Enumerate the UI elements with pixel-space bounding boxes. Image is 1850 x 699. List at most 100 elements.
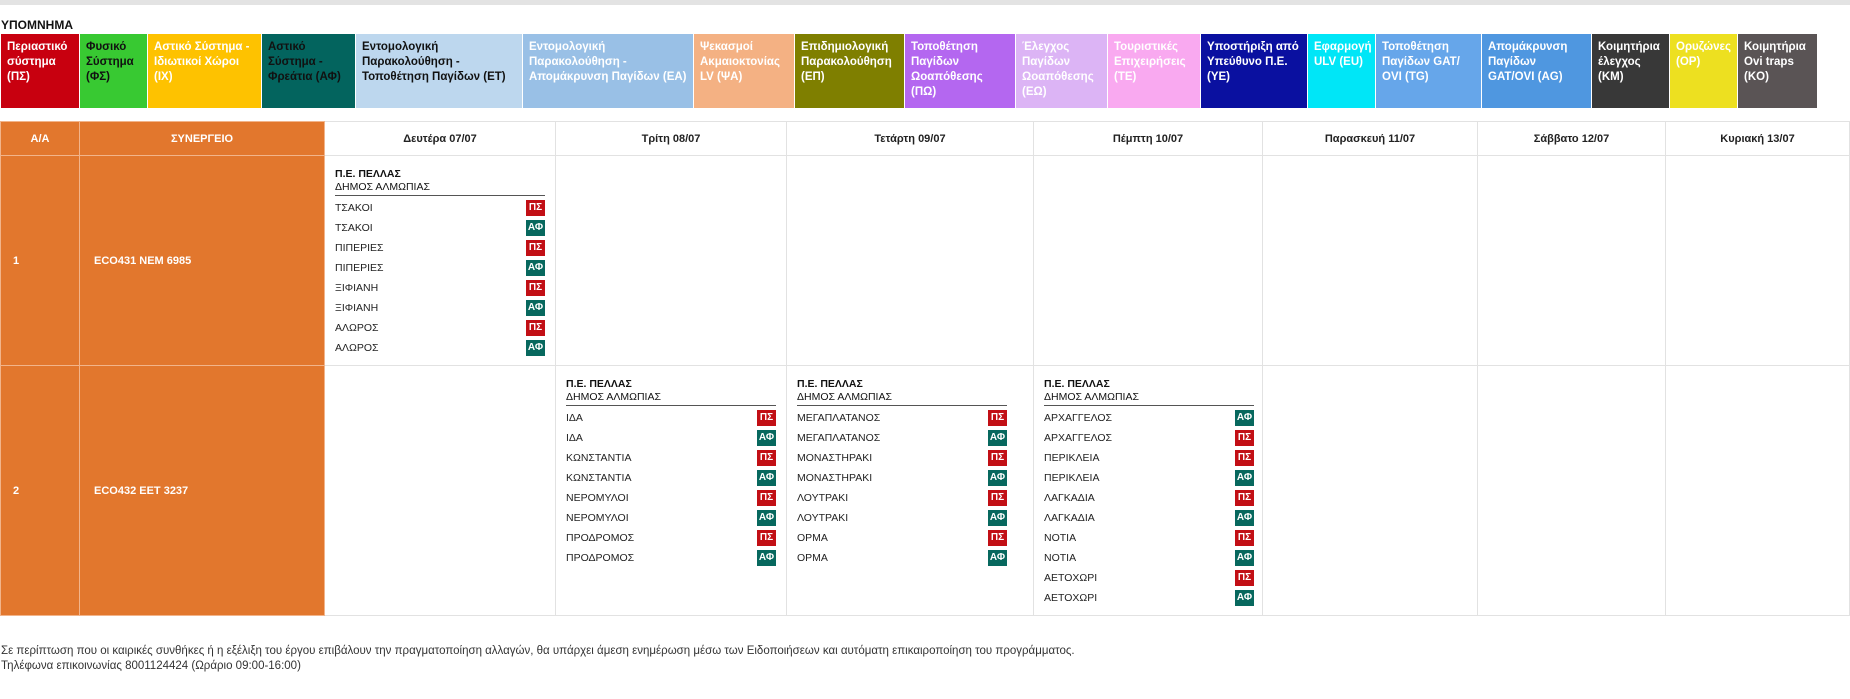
task-code-badge: ΑΦ: [988, 550, 1007, 566]
task-code-badge: ΑΦ: [757, 550, 776, 566]
legend-item: Τοποθέτηση Παγίδων GAT/ OVI (TG): [1376, 34, 1482, 108]
day-cell: [786, 155, 1034, 366]
legend-item: Κοιμητήρια έλεγχος (ΚΜ): [1592, 34, 1670, 108]
place-name: ΜΕΓΑΠΛΑΤΑΝΟΣ: [797, 412, 881, 424]
legend-item: Επιδημιολογική Παρακολούθηση (ΕΠ): [795, 34, 905, 108]
place-name: ΑΛΩΡΟΣ: [335, 342, 379, 354]
place-name: ΜΕΓΑΠΛΑΤΑΝΟΣ: [797, 432, 881, 444]
place-name: ΟΡΜΑ: [797, 552, 828, 564]
day-cell: [1262, 155, 1478, 366]
task-code-badge: ΠΣ: [526, 320, 545, 336]
assignment-entry: ΛΑΓΚΑΔΙΑ ΑΦ: [1044, 508, 1254, 528]
day-cell: [1262, 365, 1478, 616]
legend-item: Εντομολογική Παρακολούθηση - Τοποθέτηση …: [356, 34, 523, 108]
assignment-entry: ΞΙΦΙΑΝΗ ΑΦ: [335, 298, 545, 318]
task-code-badge: ΑΦ: [988, 470, 1007, 486]
assignment-entry: ΠΕΡΙΚΛΕΙΑ ΠΣ: [1044, 448, 1254, 468]
task-code-badge: ΠΣ: [757, 450, 776, 466]
schedule-table: Α/Α ΣΥΝΕΡΓΕΙΟ Δευτέρα 07/07 Τρίτη 08/07 Τε…: [0, 121, 1850, 616]
place-name: ΛΟΥΤΡΑΚΙ: [797, 492, 849, 504]
assignment-entry: ΚΩΝΣΤΑΝΤΙΑ ΠΣ: [566, 448, 776, 468]
place-name: ΛΟΥΤΡΑΚΙ: [797, 512, 849, 524]
place-name: ΛΑΓΚΑΔΙΑ: [1044, 512, 1095, 524]
place-name: ΠΙΠΕΡΙΕΣ: [335, 242, 384, 254]
assignment-entry: ΤΣΑΚΟΙ ΑΦ: [335, 218, 545, 238]
place-name: ΠΙΠΕΡΙΕΣ: [335, 262, 384, 274]
assignment-entry: ΙΔΑ ΑΦ: [566, 428, 776, 448]
legend-item: Τοποθέτηση Παγίδων Ωοαπόθεσης (ΠΩ): [905, 34, 1016, 108]
day-cell: [1477, 155, 1666, 366]
place-name: ΟΡΜΑ: [797, 532, 828, 544]
task-code-badge: ΠΣ: [1235, 530, 1254, 546]
legend-item: Έλεγχος Παγίδων Ωοαπόθεσης (ΕΩ): [1016, 34, 1108, 108]
assignment-entry: ΝΕΡΟΜΥΛΟΙ ΑΦ: [566, 508, 776, 528]
assignment-entry: ΟΡΜΑ ΠΣ: [797, 528, 1007, 548]
region-label: Π.Ε. ΠΕΛΛΑΣ: [797, 378, 863, 390]
header-aa: Α/Α: [0, 121, 80, 156]
task-code-badge: ΑΦ: [1235, 550, 1254, 566]
place-name: ΙΔΑ: [566, 412, 583, 424]
assignment-entry: ΛΟΥΤΡΑΚΙ ΠΣ: [797, 488, 1007, 508]
legend-item: Τουριστικές Επιχειρήσεις (ΤΕ): [1108, 34, 1201, 108]
municipality-label: ΔΗΜΟΣ ΑΛΜΩΠΙΑΣ: [566, 391, 776, 406]
assignment-entry: ΛΑΓΚΑΔΙΑ ΠΣ: [1044, 488, 1254, 508]
day-cell: [555, 155, 787, 366]
task-code-badge: ΑΦ: [757, 510, 776, 526]
assignment-entry: ΜΟΝΑΣΤΗΡΑΚΙ ΑΦ: [797, 468, 1007, 488]
header-day: Πέμπτη 10/07: [1033, 121, 1263, 156]
task-code-badge: ΑΦ: [757, 430, 776, 446]
assignment-block: Π.Ε. ΠΕΛΛΑΣ ΔΗΜΟΣ ΑΛΜΩΠΙΑΣ ΙΔΑ ΠΣ ΙΔΑ ΑΦ ΚΩΝΣΤ…: [566, 378, 776, 568]
assignment-entry: ΑΛΩΡΟΣ ΑΦ: [335, 338, 545, 358]
top-bar: [0, 0, 1850, 5]
task-code-badge: ΑΦ: [1235, 470, 1254, 486]
legend-item: Ορυζώνες (ΟΡ): [1670, 34, 1738, 108]
header-day: Κυριακή 13/07: [1665, 121, 1850, 156]
day-cell: [324, 365, 556, 616]
assignment-entry: ΠΕΡΙΚΛΕΙΑ ΑΦ: [1044, 468, 1254, 488]
region-label: Π.Ε. ΠΕΛΛΑΣ: [335, 168, 401, 180]
assignment-entry: ΝΕΡΟΜΥΛΟΙ ΠΣ: [566, 488, 776, 508]
place-name: ΑΡΧΑΓΓΕΛΟΣ: [1044, 412, 1113, 424]
task-code-badge: ΑΦ: [1235, 410, 1254, 426]
place-name: ΜΟΝΑΣΤΗΡΑΚΙ: [797, 472, 873, 484]
legend-item: Κοιμητήρια Ovi traps (KO): [1738, 34, 1818, 108]
place-name: ΞΙΦΙΑΝΗ: [335, 302, 379, 314]
assignment-entry: ΑΡΧΑΓΓΕΛΟΣ ΠΣ: [1044, 428, 1254, 448]
task-code-badge: ΑΦ: [988, 510, 1007, 526]
assignment-entry: ΑΕΤΟΧΩΡΙ ΑΦ: [1044, 588, 1254, 608]
legend-item: Απομάκρυνση Παγίδων GAT/OVI (AG): [1482, 34, 1592, 108]
assignment-entry: ΛΟΥΤΡΑΚΙ ΑΦ: [797, 508, 1007, 528]
place-name: ΠΡΟΔΡΟΜΟΣ: [566, 552, 635, 564]
place-name: ΝΟΤΙΑ: [1044, 532, 1077, 544]
region-label: Π.Ε. ΠΕΛΛΑΣ: [1044, 378, 1110, 390]
crew-name: ECO432 ΕΕΤ 3237: [79, 365, 325, 616]
task-code-badge: ΠΣ: [526, 280, 545, 296]
municipality-label: ΔΗΜΟΣ ΑΛΜΩΠΙΑΣ: [335, 181, 545, 196]
schedule-row: 2 ECO432 ΕΕΤ 3237 Π.Ε. ΠΕΛΛΑΣ ΔΗΜΟΣ ΑΛΜΩΠΙΑ…: [0, 365, 1850, 616]
footer-notice: Σε περίπτωση που οι καιρικές συνθήκες ή …: [1, 645, 1075, 657]
place-name: ΠΕΡΙΚΛΕΙΑ: [1044, 472, 1100, 484]
legend-item: Εφαρμογή ULV (EU): [1308, 34, 1376, 108]
assignment-entry: ΜΟΝΑΣΤΗΡΑΚΙ ΠΣ: [797, 448, 1007, 468]
day-cell: [1665, 155, 1850, 366]
municipality-label: ΔΗΜΟΣ ΑΛΜΩΠΙΑΣ: [797, 391, 1007, 406]
place-name: ΚΩΝΣΤΑΝΤΙΑ: [566, 452, 632, 464]
task-code-badge: ΠΣ: [1235, 570, 1254, 586]
place-name: ΑΕΤΟΧΩΡΙ: [1044, 572, 1098, 584]
assignment-entry: ΞΙΦΙΑΝΗ ΠΣ: [335, 278, 545, 298]
place-name: ΑΡΧΑΓΓΕΛΟΣ: [1044, 432, 1113, 444]
legend-item: Υποστήριξη από Υπεύθυνο Π.Ε. (ΥΕ): [1201, 34, 1308, 108]
header-day: Δευτέρα 07/07: [324, 121, 556, 156]
header-day: Παρασκευή 11/07: [1262, 121, 1478, 156]
schedule-header-row: Α/Α ΣΥΝΕΡΓΕΙΟ Δευτέρα 07/07 Τρίτη 08/07 Τε…: [0, 121, 1850, 156]
legend: Περιαστικό σύστημα (ΠΣ) Φυσικό Σύστημα (Φ…: [1, 34, 1849, 108]
task-code-badge: ΠΣ: [1235, 430, 1254, 446]
task-code-badge: ΠΣ: [988, 530, 1007, 546]
legend-item: Ψεκασμοί Ακμαιοκτονίας LV (ΨΑ): [694, 34, 795, 108]
assignment-entry: ΤΣΑΚΟΙ ΠΣ: [335, 198, 545, 218]
task-code-badge: ΑΦ: [526, 260, 545, 276]
header-day: Σάββατο 12/07: [1477, 121, 1666, 156]
assignment-entry: ΑΕΤΟΧΩΡΙ ΠΣ: [1044, 568, 1254, 588]
assignment-entry: ΑΡΧΑΓΓΕΛΟΣ ΑΦ: [1044, 408, 1254, 428]
assignment-entry: ΟΡΜΑ ΑΦ: [797, 548, 1007, 568]
